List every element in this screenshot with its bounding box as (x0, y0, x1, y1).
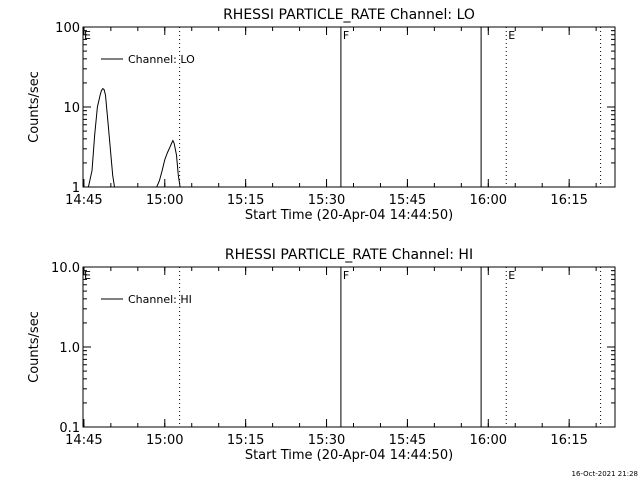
x-tick-label: 15:30 (308, 193, 345, 208)
x-tick-label: 16:15 (550, 193, 587, 208)
y-tick-label: 10.0 (51, 261, 80, 276)
x-tick-label: 16:00 (470, 193, 507, 208)
event-marker-label: F (343, 29, 349, 42)
footer-timestamp: 16-Oct-2021 21:28 (572, 470, 638, 478)
plot-frame (82, 26, 616, 188)
x-tick-label: 14:45 (65, 193, 102, 208)
y-axis-label: Counts/sec (27, 311, 42, 383)
x-tick-label: 16:15 (550, 433, 587, 448)
event-marker-label: E (508, 29, 515, 42)
x-tick-label: 14:45 (65, 433, 102, 448)
y-tick-label: 100 (55, 21, 80, 36)
x-axis-label: Start Time (20-Apr-04 14:44:50) (245, 208, 453, 223)
legend-label: Channel: LO (128, 53, 195, 66)
series-line (87, 87, 181, 187)
event-marker-label: E (508, 269, 515, 282)
corner-event-label: E (84, 29, 91, 42)
x-tick-label: 15:45 (389, 193, 426, 208)
y-tick-label: 10 (63, 101, 80, 116)
legend-label: Channel: HI (128, 293, 192, 306)
y-axis-label: Counts/sec (27, 71, 42, 143)
y-tick-label: 1.0 (59, 341, 80, 356)
x-tick-label: 15:30 (308, 433, 345, 448)
x-tick-label: 15:00 (146, 433, 183, 448)
event-marker-label: F (343, 269, 349, 282)
x-axis-label: Start Time (20-Apr-04 14:44:50) (245, 448, 453, 463)
y-tick-label: 1 (72, 181, 80, 196)
lo-channel-panel: RHESSI PARTICLE_RATE Channel: LO 14:45 15:… (27, 7, 616, 223)
x-tick-label: 15:00 (146, 193, 183, 208)
x-tick-label: 15:15 (227, 433, 264, 448)
chart-title: RHESSI PARTICLE_RATE Channel: LO (223, 7, 475, 23)
x-tick-label: 15:15 (227, 193, 264, 208)
corner-event-label: E (84, 269, 91, 282)
x-tick-label: 16:00 (470, 433, 507, 448)
plot-frame (82, 266, 616, 428)
x-tick-label: 15:45 (389, 433, 426, 448)
hi-channel-panel: RHESSI PARTICLE_RATE Channel: HI 14:45 15:… (27, 247, 616, 463)
y-tick-label: 0.1 (59, 421, 80, 436)
chart-title: RHESSI PARTICLE_RATE Channel: HI (225, 247, 473, 263)
